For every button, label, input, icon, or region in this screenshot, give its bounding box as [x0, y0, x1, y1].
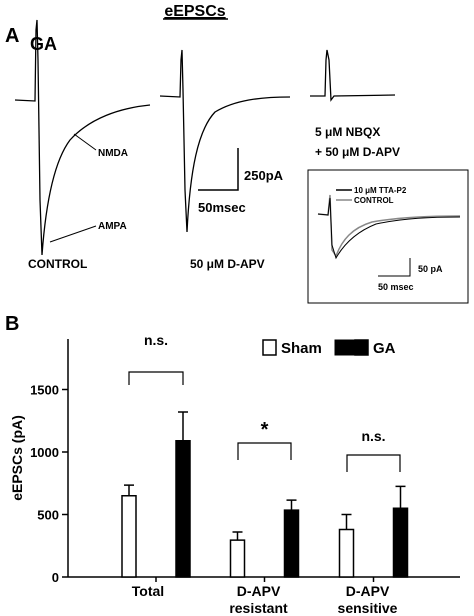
legend-label: GA [373, 340, 396, 357]
inset-legend: 10 μM TTA-P2 [354, 186, 407, 195]
panel-title: eEPSCs [164, 3, 225, 20]
inset-trace-control [317, 194, 461, 258]
y-tick-label: 1500 [30, 383, 59, 398]
nbqx-label: + 50 μM D-APV [315, 145, 400, 159]
inset-legend: CONTROL [354, 196, 394, 205]
scale-x: 50msec [198, 200, 246, 215]
y-tick-label: 0 [52, 570, 59, 585]
condition: GA [30, 34, 57, 54]
x-tick-label: D-APV resistant [229, 583, 288, 616]
arrow-ampa [49, 225, 97, 243]
inset-scale-y: 50 pA [418, 264, 443, 274]
y-tick-label: 500 [37, 508, 59, 523]
x-tick-label: Total [131, 583, 165, 599]
bar [338, 528, 355, 578]
nbqx-label: 5 μM NBQX [315, 125, 380, 139]
trace-nbqx [310, 49, 396, 102]
bracket [237, 442, 292, 460]
bar [283, 509, 300, 578]
annotation: n.s. [361, 428, 385, 444]
scale-y: 250pA [244, 168, 284, 183]
y-tick-label: 1000 [30, 445, 59, 460]
annotation: n.s. [144, 332, 168, 348]
bar [229, 539, 246, 578]
inset-scale-x: 50 msec [378, 282, 414, 292]
bar [392, 507, 409, 578]
bracket [128, 371, 184, 385]
panel-label: B [5, 313, 19, 335]
legend-swatch [262, 339, 277, 356]
legend-label: Sham [281, 340, 322, 357]
scale-bar [198, 148, 239, 191]
trace-label: CONTROL [28, 257, 87, 271]
legend-swatch [334, 339, 356, 356]
x-tick-label: D-APV sensitive [337, 583, 398, 616]
annotation: * [261, 419, 269, 441]
nmda-label: NMDA [98, 148, 128, 159]
panel-label: A [5, 25, 19, 47]
legend-swatch [354, 339, 369, 356]
ampa-label: AMPA [98, 221, 127, 232]
trace-label: 50 μM D-APV [190, 257, 265, 271]
bar [121, 495, 137, 578]
trace-dapv [159, 49, 291, 233]
bar [175, 440, 191, 578]
inset-scale-bar [378, 258, 411, 277]
arrow-nmda [73, 133, 97, 151]
y-axis-label: eEPSCs (pA) [9, 415, 25, 501]
trace-control [14, 19, 151, 256]
inset-box [307, 169, 469, 304]
bracket [346, 454, 401, 472]
inset-trace-tta [317, 197, 461, 260]
